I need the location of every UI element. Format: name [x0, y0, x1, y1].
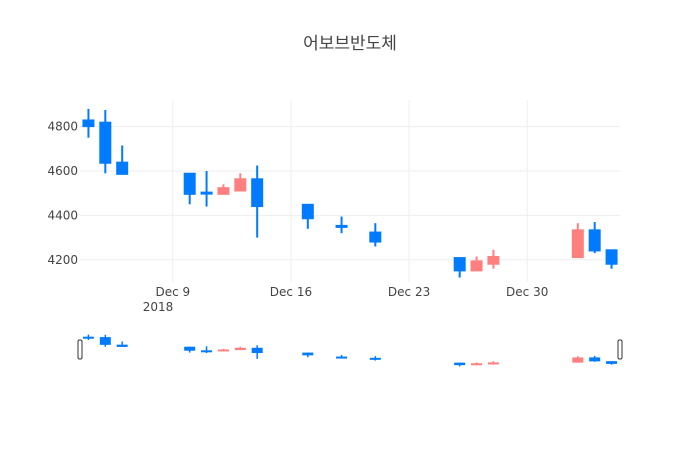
candle	[487, 249, 500, 269]
candle	[335, 216, 348, 234]
slider-candle	[116, 341, 128, 347]
candle	[251, 165, 264, 238]
slider-candle	[302, 352, 314, 358]
slider-candle	[82, 334, 94, 341]
y-axis-ticks: 4200 4400 4600 4800	[47, 120, 78, 267]
slider-candle	[99, 334, 111, 347]
slider-candle-body	[454, 362, 466, 366]
slider-candle	[336, 354, 348, 359]
chart-title: 어보브반도체	[303, 34, 397, 54]
x-axis-ticks: Dec 9 Dec 16 Dec 23 Dec 30	[155, 285, 548, 299]
candle	[234, 173, 247, 192]
slider-candle	[234, 346, 246, 351]
range-slider-right-handle[interactable]	[617, 339, 623, 360]
slider-candle-body	[217, 349, 229, 352]
candle-body	[487, 255, 500, 265]
range-slider-left-handle[interactable]	[77, 339, 83, 360]
candle-body	[335, 224, 348, 228]
slider-candle	[572, 356, 584, 363]
candle-body	[588, 229, 601, 252]
slider-candle-body	[369, 357, 381, 360]
y-tick-label: 4400	[47, 208, 78, 222]
slider-candle-body	[606, 361, 618, 364]
slider-candle-body	[589, 357, 601, 362]
candle	[183, 172, 196, 205]
candle-body	[251, 178, 264, 208]
x-tick-label: Dec 16	[270, 285, 312, 299]
slider-candle	[201, 346, 213, 354]
slider-candle-body	[572, 357, 584, 363]
range-slider[interactable]	[77, 334, 623, 367]
slider-candle	[589, 355, 601, 362]
slider-candle-body	[184, 346, 196, 351]
slider-candle	[606, 361, 618, 365]
x-tick-label: Dec 30	[506, 285, 548, 299]
slider-candle-body	[201, 350, 213, 353]
candle	[453, 257, 466, 278]
x-tick-label: Dec 9	[155, 285, 190, 299]
candle-body	[82, 119, 95, 128]
candle	[99, 109, 112, 174]
y-tick-label: 4200	[47, 253, 78, 267]
slider-candle-body	[336, 356, 348, 359]
candle	[217, 184, 230, 195]
candle	[571, 223, 584, 259]
candle-body	[453, 257, 466, 272]
slider-candle-body	[487, 362, 499, 365]
candles	[82, 108, 618, 278]
candle	[200, 171, 213, 207]
grid-lines	[80, 100, 620, 282]
slider-candle	[454, 362, 466, 367]
candle-body	[116, 161, 129, 175]
candle-body	[183, 172, 196, 195]
slider-candle-body	[99, 337, 111, 345]
y-tick-label: 4600	[47, 164, 78, 178]
slider-candle-body	[302, 352, 314, 356]
candle-body	[470, 260, 483, 272]
slider-candle-body	[116, 344, 128, 347]
slider-candle	[217, 348, 229, 352]
x-axis-year-label: 2018	[143, 300, 174, 314]
slider-candle-body	[471, 363, 483, 366]
candle	[605, 249, 618, 269]
candle	[369, 223, 382, 247]
candle	[116, 145, 129, 175]
slider-candle-body	[251, 347, 263, 354]
slider-candle-body	[234, 347, 246, 351]
candle	[301, 203, 314, 229]
candle	[470, 256, 483, 272]
y-tick-label: 4800	[47, 120, 78, 134]
candle-body	[605, 249, 618, 265]
candle	[588, 222, 601, 254]
slider-candle	[184, 346, 196, 353]
candle-body	[99, 121, 112, 164]
slider-candle-body	[82, 336, 94, 339]
slider-candle	[471, 362, 483, 366]
x-tick-label: Dec 23	[388, 285, 430, 299]
candle-body	[571, 229, 584, 259]
candle-body	[217, 187, 230, 195]
candle	[82, 108, 95, 138]
candle-body	[200, 191, 213, 195]
candle-body	[301, 203, 314, 220]
slider-candle	[251, 345, 263, 359]
candle-body	[369, 231, 382, 243]
slider-candle	[369, 356, 381, 361]
slider-candle	[487, 361, 499, 365]
candle-body	[234, 178, 247, 192]
